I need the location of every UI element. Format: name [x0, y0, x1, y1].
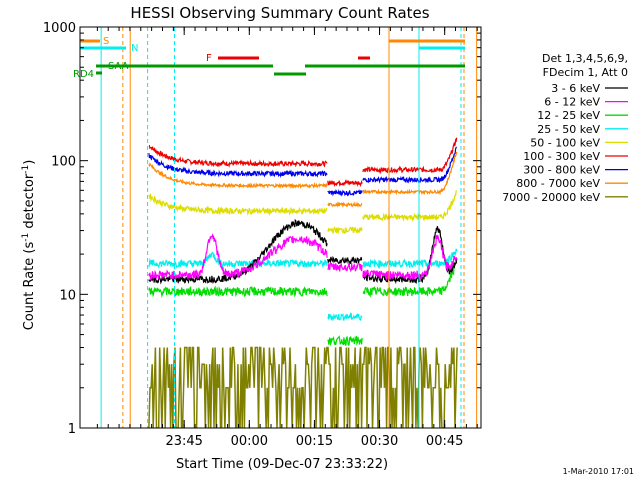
legend-label: 100 - 300 keV	[523, 150, 600, 163]
legend: Det 1,3,4,5,6,9, FDecim 1, Att 0 3 - 6 k…	[502, 52, 628, 204]
x-tick-label: 23:45	[165, 434, 202, 449]
series-line-7000-20000keV	[148, 346, 458, 428]
series-line-800-7000keV	[327, 201, 363, 209]
series-line-100-300keV	[148, 144, 328, 168]
series-line-800-7000keV	[148, 162, 328, 189]
series-line-6-12keV	[148, 233, 328, 281]
series-line-25-50keV	[148, 251, 328, 270]
legend-header-line-1: Det 1,3,4,5,6,9,	[542, 52, 628, 65]
y-tick-labels: 1 10 100 1000	[43, 21, 481, 437]
legend-header-line-2: FDecim 1, Att 0	[543, 66, 628, 79]
x-tick-label: 00:15	[296, 434, 333, 449]
x-tick-label: 00:30	[361, 434, 398, 449]
series-line-12-25keV	[327, 335, 363, 347]
series-line-25-50keV	[327, 312, 363, 322]
legend-label: 800 - 7000 keV	[516, 177, 600, 190]
series-line-6-12keV	[362, 234, 458, 281]
series-line-300-800keV	[327, 188, 363, 197]
legend-label: 300 - 800 keV	[523, 164, 600, 177]
legend-label: 12 - 25 keV	[537, 109, 600, 122]
series-line-3-6keV	[327, 255, 363, 266]
series-line-100-300keV	[327, 179, 363, 188]
legend-label: 50 - 100 keV	[530, 136, 600, 149]
x-tick-label: 00:00	[231, 434, 268, 449]
y-tick-label: 1	[68, 422, 76, 437]
legend-label: 7000 - 20000 keV	[502, 191, 600, 204]
flag-label-rd4: RD4	[73, 69, 94, 80]
y-tick-label: 100	[51, 155, 76, 170]
x-tick-label: 00:45	[426, 434, 463, 449]
plot-timestamp: 1-Mar-2010 17:01	[563, 467, 634, 476]
series-line-25-50keV	[362, 248, 458, 270]
series-line-100-300keV	[362, 137, 458, 175]
y-axis-label: Count Rate (s-1 detector-1)	[21, 160, 37, 331]
x-axis-label: Start Time (09-Dec-07 23:33:22)	[176, 457, 388, 472]
flag-label-f: F	[206, 53, 212, 64]
legend-label: 3 - 6 keV	[551, 82, 600, 95]
series-line-50-100keV	[327, 226, 363, 235]
plot-frame	[79, 26, 482, 429]
series-group	[148, 137, 458, 428]
flag-label-s: S	[103, 36, 109, 47]
legend-label: 25 - 50 keV	[537, 123, 600, 136]
series-line-300-800keV	[148, 153, 328, 179]
series-line-300-800keV	[362, 146, 458, 184]
series-line-6-12keV	[327, 262, 363, 273]
flag-label-n: N	[131, 43, 138, 54]
x-tick-labels: 23:45 00:00 00:15 00:30 00:45	[96, 27, 478, 449]
series-line-50-100keV	[362, 190, 457, 223]
series-line-12-25keV	[148, 285, 328, 299]
flag-label-saa: SAA	[108, 61, 129, 72]
plot-area: S N F SAA RD4	[73, 26, 482, 429]
y-tick-label: 10	[59, 288, 76, 303]
series-line-12-25keV	[362, 258, 458, 298]
series-line-50-100keV	[148, 193, 328, 217]
series-line-800-7000keV	[362, 151, 458, 196]
y-tick-label: 1000	[43, 21, 76, 36]
legend-label: 6 - 12 keV	[544, 96, 600, 109]
chart-title: HESSI Observing Summary Count Rates	[130, 4, 429, 22]
